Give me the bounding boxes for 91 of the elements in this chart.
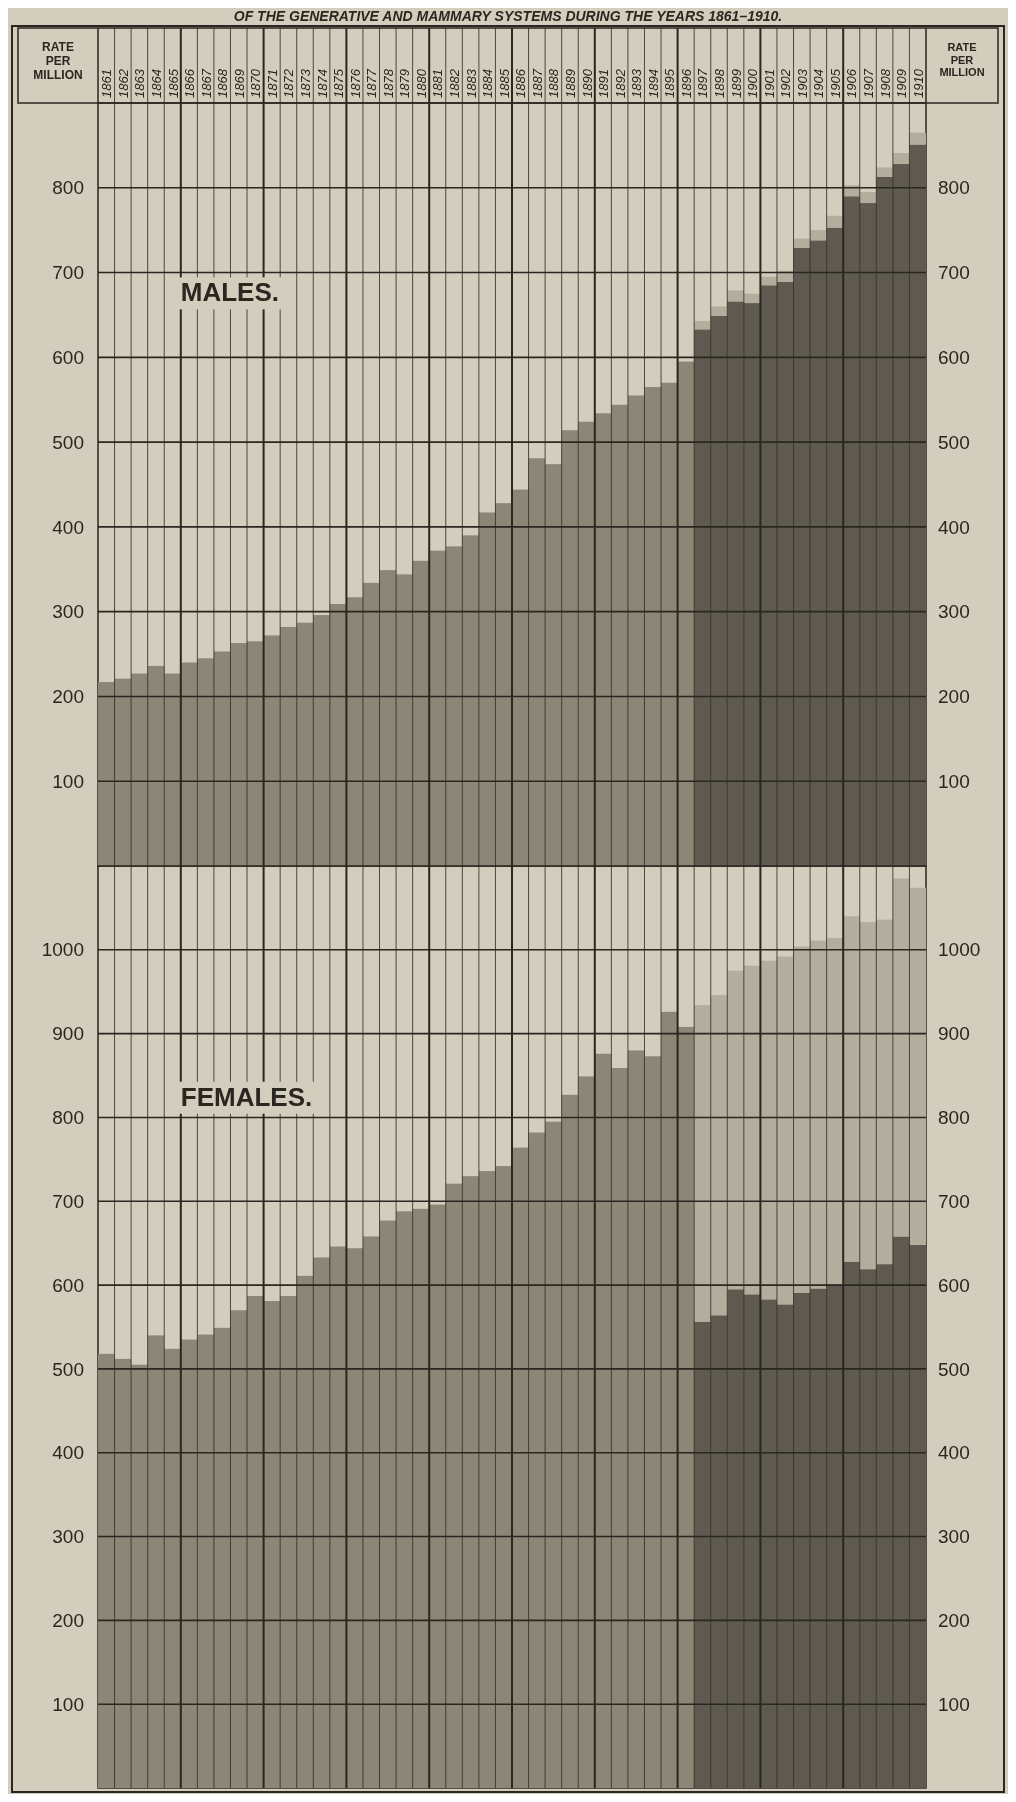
x-tick-label: 1885 [496,68,512,98]
x-tick-label: 1899 [728,69,744,98]
x-tick-label: 1861 [99,69,115,98]
x-tick-label: 1864 [148,69,164,98]
x-tick-label: 1906 [844,68,860,98]
x-tick-label: 1892 [612,68,628,98]
x-tick-label: 1863 [132,68,148,98]
y2-tick-label: 500 [938,431,970,453]
x-tick-label: 1869 [231,69,247,98]
y-tick-label: 100 [52,1693,84,1715]
y2-tick-label: 700 [938,262,970,284]
x-tick-label: 1875 [331,68,347,98]
y-tick-label: 300 [52,601,84,623]
y-tick-label: 700 [52,262,84,284]
x-tick-label: 1903 [794,68,810,98]
x-tick-label: 1908 [877,68,893,98]
y2-tick-label: 400 [938,516,970,538]
x-tick-label: 1887 [529,68,545,98]
x-tick-label: 1867 [198,68,214,98]
x-tick-label: 1868 [215,68,231,98]
y-tick-label: 400 [52,1442,84,1464]
x-tick-label: 1909 [894,69,910,98]
y2-tick-label: 800 [938,1107,970,1129]
x-tick-label: 1866 [182,68,198,98]
y2-tick-label: 700 [938,1190,970,1212]
x-tick-label: 1884 [480,69,496,98]
y2-tick-label: 500 [938,1358,970,1380]
x-tick-label: 1889 [562,69,578,98]
x-tick-label: 1874 [314,69,330,98]
y-tick-label: 800 [52,1107,84,1129]
x-tick-label: 1905 [827,68,843,98]
y2-tick-label: 800 [938,177,970,199]
x-tick-label: 1881 [430,69,446,98]
x-tick-label: 1877 [364,68,380,98]
x-tick-label: 1891 [596,69,612,98]
y2-tick-label: 100 [938,1693,970,1715]
annotation: MALES. [180,277,280,308]
x-tick-label: 1862 [115,68,131,98]
annotation: FEMALES. [180,1081,313,1112]
x-tick-label: 1882 [447,68,463,98]
y-axis-title: RATE PER MILLION [33,40,83,82]
y-tick-label: 200 [52,686,84,708]
chart-title: OF THE GENERATIVE AND MAMMARY SYSTEMS DURING THE YEARS 1861–1910. [233,8,783,24]
y2-axis-title: RATE PER MILLION [939,41,985,79]
x-tick-label: 1902 [778,68,794,98]
x-tick-label: 1896 [678,68,694,98]
x-tick-label: 1880 [413,68,429,98]
y-tick-label: 500 [52,431,84,453]
y-tick-label: 400 [52,516,84,538]
y-tick-label: 100 [52,770,84,792]
y-tick-label: 200 [52,1610,84,1632]
y2-tick-label: 100 [938,770,970,792]
y-tick-label: 500 [52,1358,84,1380]
y-tick-label: 600 [52,1274,84,1296]
x-tick-label: 1894 [645,69,661,98]
x-tick-label: 1910 [910,68,926,98]
x-tick-label: 1904 [811,69,827,98]
y-tick-label: 600 [52,346,84,368]
y2-tick-label: 200 [938,686,970,708]
y-tick-label: 900 [52,1023,84,1045]
x-tick-label: 1893 [629,68,645,98]
x-tick-label: 1901 [761,69,777,98]
y2-tick-label: 300 [938,601,970,623]
y-tick-label: 700 [52,1190,84,1212]
x-tick-label: 1873 [298,68,313,98]
x-tick-label: 1888 [546,68,562,98]
x-tick-label: 1879 [397,69,413,98]
x-tick-label: 1890 [579,68,595,98]
x-tick-label: 1883 [463,68,479,98]
y-tick-label: 800 [52,177,84,199]
y2-tick-label: 200 [938,1610,970,1632]
y2-tick-label: 1000 [938,939,981,961]
x-tick-label: 1871 [264,69,280,98]
x-tick-label: 1870 [248,68,264,98]
x-tick-label: 1895 [662,68,678,98]
y2-tick-label: 600 [938,346,970,368]
x-tick-label: 1907 [861,68,877,98]
x-tick-label: 1900 [745,68,761,98]
y2-tick-label: 600 [938,1274,970,1296]
x-tick-label: 1898 [712,68,727,98]
y2-tick-label: 400 [938,1442,970,1464]
x-tick-label: 1886 [513,68,529,98]
y-tick-label: 1000 [41,939,84,961]
x-tick-label: 1897 [695,68,711,98]
y2-tick-label: 900 [938,1023,970,1045]
x-tick-label: 1878 [380,68,396,98]
x-tick-label: 1876 [347,68,363,98]
x-tick-label: 1872 [281,68,297,98]
x-tick-label: 1865 [165,68,181,98]
y-tick-label: 300 [52,1526,84,1548]
y2-tick-label: 300 [938,1526,970,1548]
